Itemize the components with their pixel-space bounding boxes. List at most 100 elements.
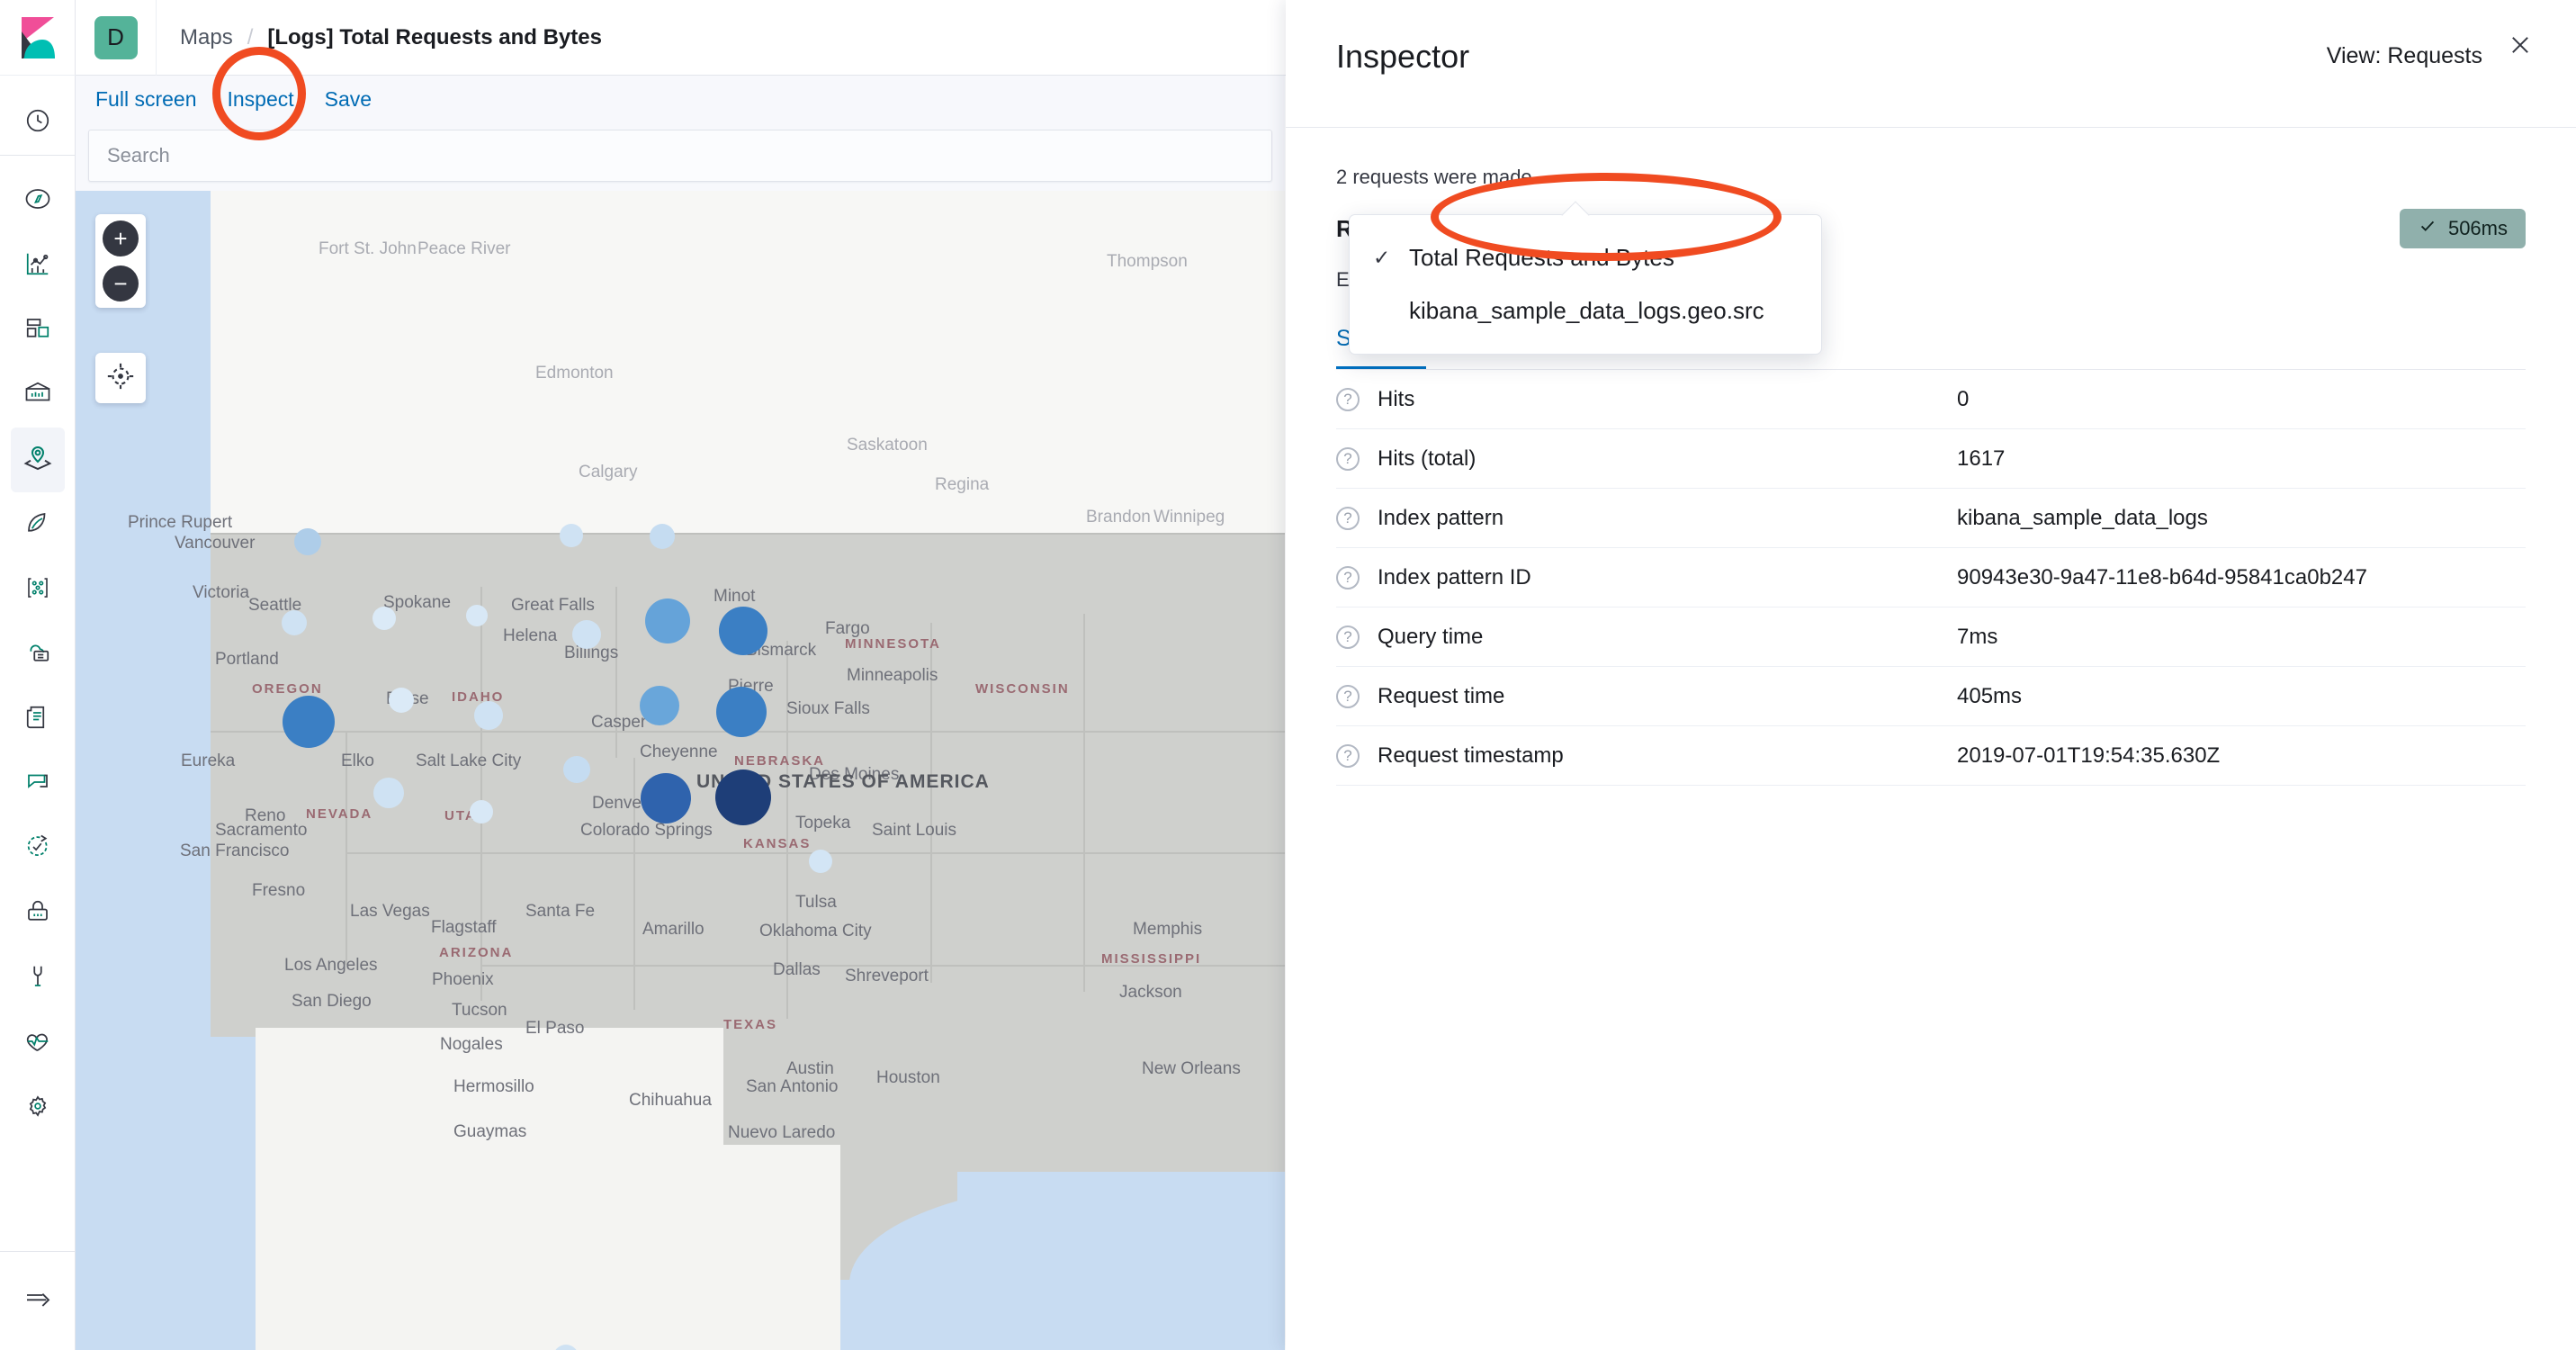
fit-to-data-icon [105,361,136,396]
map-canvas[interactable]: Fort St. John Peace River Thompson Edmonton… [76,191,1285,1350]
stat-key-cell: ? Index pattern [1336,506,1957,531]
help-icon[interactable]: ? [1336,387,1360,411]
heartbeat-icon [24,1028,51,1059]
map-data-point[interactable] [640,686,679,725]
stat-key-cell: ? Request timestamp [1336,743,1957,769]
map-data-point[interactable] [563,756,590,783]
primary-nav-rail [0,0,76,1350]
menu-item-label: kibana_sample_data_logs.geo.src [1409,297,1764,324]
clock-icon [24,107,51,139]
sidebar-item-canvas[interactable] [11,363,65,428]
space-selector[interactable]: D [76,0,157,76]
uptime-icon [24,833,51,865]
sidebar-item-logs[interactable] [11,687,65,752]
map-data-point[interactable] [641,773,691,824]
chart-icon [24,250,51,282]
stat-value-cell: 1617 [1957,446,2006,471]
breadcrumb-current: [Logs] Total Requests and Bytes [267,24,602,50]
sidebar-item-maps[interactable] [10,428,65,492]
inspector-header: Inspector View: Requests [1286,0,2576,128]
table-row: ? Index pattern ID 90943e30-9a47-11e8-b64d… [1336,548,2526,608]
inspect-button[interactable]: Inspect [227,86,294,111]
map-data-point[interactable] [719,607,767,655]
map-data-point[interactable] [389,688,414,713]
map-data-point[interactable] [283,696,335,748]
zoom-out-button[interactable]: − [103,266,139,302]
map-data-point[interactable] [282,610,307,635]
sidebar-item-apm[interactable] [11,752,65,816]
arrow-right-icon [23,1284,52,1318]
land-canada [211,191,1285,537]
gear-icon [24,1093,51,1124]
help-icon[interactable]: ? [1336,506,1360,530]
logs-icon [24,704,51,735]
stat-key-cell: ? Index pattern ID [1336,565,1957,590]
help-icon[interactable]: ? [1336,565,1360,590]
breadcrumb-maps[interactable]: Maps [180,24,233,50]
stat-key-cell: ? Hits [1336,387,1957,412]
sidebar-item-dashboard[interactable] [11,298,65,363]
map-workspace: Full screen Inspect Save Search [76,76,1285,1350]
help-icon[interactable]: ? [1336,625,1360,649]
sidebar-item-siem[interactable] [11,881,65,946]
sidebar-item-monitoring[interactable] [11,1011,65,1076]
graph-icon [24,574,51,606]
stat-key-label: Query time [1378,624,1484,649]
close-button[interactable] [2504,32,2536,65]
view-selector[interactable]: View: Requests [2326,43,2482,68]
map-data-point[interactable] [470,800,493,824]
kibana-logo[interactable] [0,0,76,76]
stat-value-cell: 405ms [1957,683,2023,708]
inspector-body: 2 requests were made Request: Total Requ… [1286,128,2576,1350]
menu-item[interactable]: kibana_sample_data_logs.geo.src [1350,284,1821,338]
sidebar-item-visualize[interactable] [11,233,65,298]
map-data-point[interactable] [645,598,690,644]
sidebar-item-dev-tools[interactable] [11,946,65,1011]
border-line [193,533,1285,535]
full-screen-button[interactable]: Full screen [95,86,197,111]
stat-key-label: Index pattern ID [1378,564,1531,590]
sidebar-item-graph[interactable] [11,557,65,622]
stat-key-label: Request time [1378,683,1505,708]
map-data-point[interactable] [474,701,503,730]
border-line [1083,614,1085,992]
menu-item-label: Total Requests and Bytes [1409,244,1674,271]
search-input[interactable]: Search [88,130,1272,182]
sidebar-item-uptime[interactable] [11,816,65,881]
popover-arrow [1561,201,1590,230]
map-data-point[interactable] [553,1345,579,1350]
sidebar-item-management[interactable] [11,1076,65,1140]
map-data-point[interactable] [809,850,832,873]
stat-value-cell: kibana_sample_data_logs [1957,505,2208,530]
sidebar-item-discover[interactable] [11,168,65,233]
collapse-nav-button[interactable] [0,1251,75,1350]
sidebar-item-recently-viewed[interactable] [11,90,65,155]
table-row: ? Request timestamp 2019-07-01T19:54:35.63… [1336,726,2526,786]
map-data-point[interactable] [715,770,771,825]
menu-item[interactable]: ✓ Total Requests and Bytes [1350,231,1821,284]
request-dropdown-popover: ✓ Total Requests and Bytes kibana_sample_d… [1349,201,1822,355]
help-icon[interactable]: ? [1336,743,1360,768]
request-duration-value: 506ms [2447,217,2508,239]
stat-key-label: Index pattern [1378,505,1504,530]
map-data-point[interactable] [373,778,404,808]
map-data-point[interactable] [572,620,601,649]
border-line [930,623,932,983]
pacific-ocean [76,533,211,1350]
map-data-point[interactable] [466,605,488,626]
fit-to-data-button[interactable] [95,353,146,403]
map-data-point[interactable] [650,524,675,549]
infra-icon [24,639,51,670]
check-icon: ✓ [1373,246,1391,269]
sidebar-item-infrastructure[interactable] [11,622,65,687]
help-icon[interactable]: ? [1336,446,1360,471]
map-data-point[interactable] [372,607,396,630]
sidebar-item-machine-learning[interactable] [11,492,65,557]
zoom-in-button[interactable]: + [103,220,139,256]
stat-value-cell: 2019-07-01T19:54:35.630Z [1957,742,2221,768]
map-data-point[interactable] [560,524,583,547]
map-data-point[interactable] [294,528,321,555]
help-icon[interactable]: ? [1336,684,1360,708]
map-data-point[interactable] [716,687,767,737]
save-button[interactable]: Save [324,86,372,111]
